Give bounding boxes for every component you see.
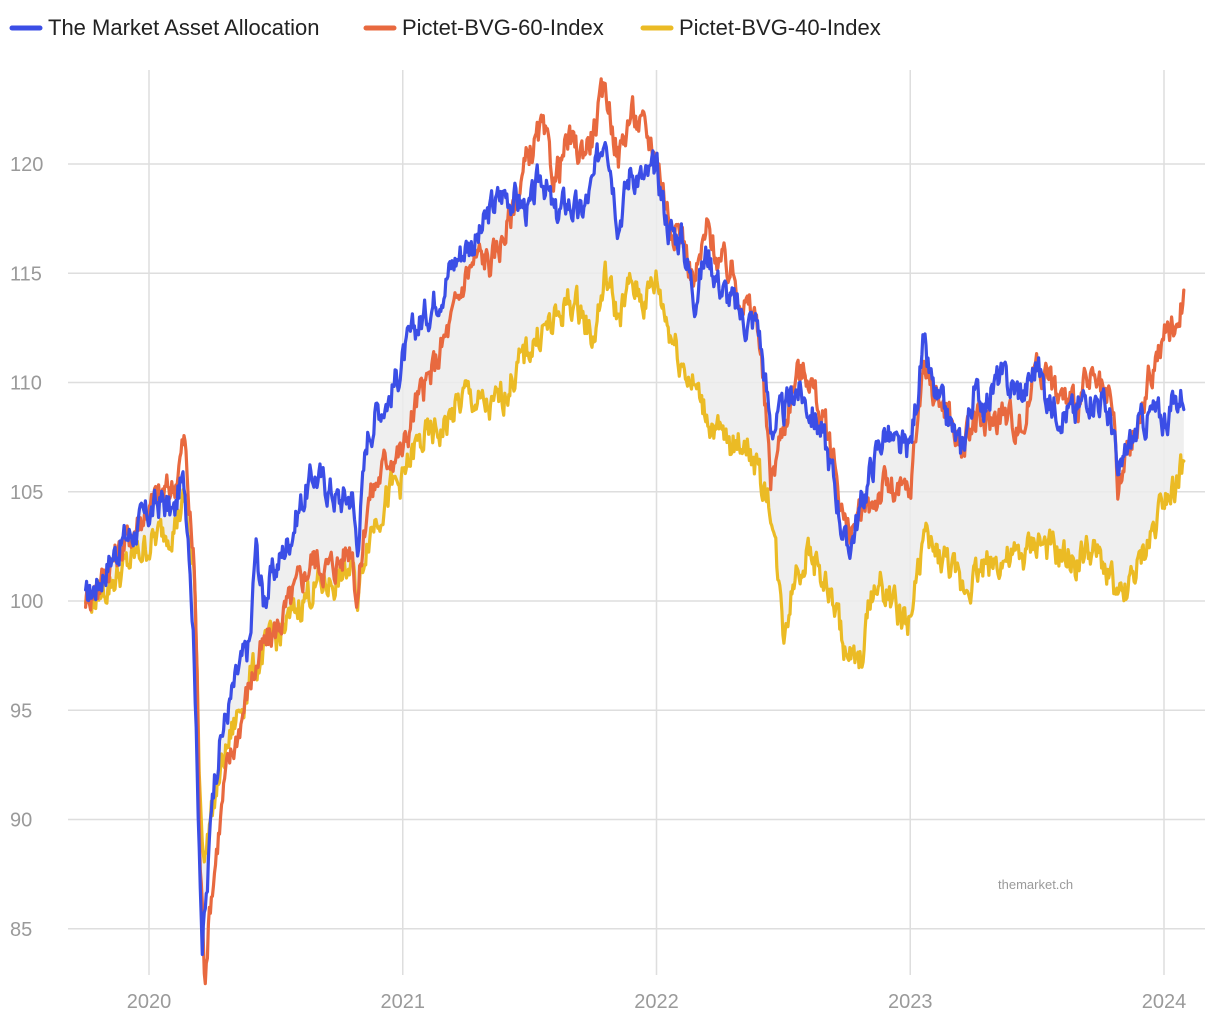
series-lines — [84, 77, 1186, 986]
x-tick-label: 2021 — [381, 991, 426, 1013]
range-band — [85, 142, 1184, 955]
series-line-3 — [84, 260, 1186, 864]
legend: The Market Asset Allocation Pictet-BVG-60… — [9, 15, 881, 40]
y-tick-label: 120 — [10, 154, 43, 176]
shaded-range-band — [85, 142, 1184, 955]
y-tick-label: 95 — [10, 700, 32, 722]
y-axis-tick-labels: 85 90 95 100 105 110 115 120 — [10, 154, 43, 941]
y-tick-label: 90 — [10, 810, 32, 832]
series-line-2 — [84, 77, 1186, 986]
y-tick-label: 105 — [10, 482, 43, 504]
x-tick-label: 2020 — [127, 991, 172, 1013]
series-line-1 — [84, 141, 1186, 957]
y-tick-label: 85 — [10, 919, 32, 941]
x-tick-label: 2022 — [634, 991, 679, 1013]
x-tick-label: 2024 — [1142, 991, 1187, 1013]
x-tick-label: 2023 — [888, 991, 933, 1013]
legend-label-1: The Market Asset Allocation — [48, 15, 319, 40]
y-tick-label: 110 — [10, 373, 42, 395]
legend-label-3: Pictet-BVG-40-Index — [679, 15, 881, 40]
x-axis-tick-labels: 2020 2021 2022 2023 2024 — [127, 991, 1187, 1013]
y-tick-label: 115 — [10, 263, 42, 285]
y-tick-label: 100 — [10, 591, 43, 613]
legend-label-2: Pictet-BVG-60-Index — [402, 15, 604, 40]
watermark: themarket.ch — [998, 877, 1073, 892]
